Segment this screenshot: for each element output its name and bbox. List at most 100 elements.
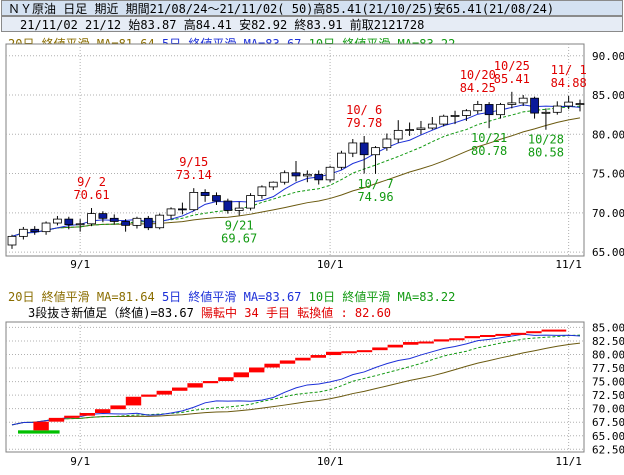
annotation-value: 69.67 [221,231,257,245]
renko-brick [372,347,388,351]
candle-body [541,111,551,114]
renko-value-label: 3段抜き新値足（終値)=83.67 [28,306,194,320]
candle [450,110,460,125]
candle-body [496,104,505,116]
candle [575,99,585,112]
candle-body [98,213,108,219]
candle [291,160,301,182]
annotation-date: 10/20 [460,68,496,82]
candle-body [439,115,449,125]
candle-body [382,138,392,149]
candle-body [337,152,346,168]
annotation-value: 74.96 [357,190,393,204]
candle-body [30,228,40,233]
candle-body [507,102,517,105]
candle-body [484,104,494,116]
annotation-date: 10/25 [494,59,530,73]
candle-body [268,181,278,188]
candle [109,214,119,225]
candle-body [473,104,483,112]
bottom-legend: 20日 終値平滑 MA=81.64 5日 終値平滑 MA=83.67 10日 終… [8,288,455,305]
renko-brick [403,342,419,345]
renko-y-tick: 75.00 [592,376,624,389]
renko-brick [79,413,95,416]
candle-body [41,222,51,233]
renko-brick [510,332,527,335]
renko-brick [233,372,249,378]
renko-brick [480,335,496,337]
candle-body [87,213,96,225]
renko-brick [464,336,480,339]
renko-brick [48,417,65,422]
candle [302,170,312,183]
candle [552,101,562,115]
candle-body [189,191,199,211]
candle [382,133,392,151]
candle [314,170,324,185]
candle [359,136,369,174]
annotation-date: 10/ 7 [357,177,393,191]
renko-status: 陽転中 [201,306,238,320]
candle-body [371,147,380,156]
candle [178,202,187,215]
renko-brick [187,383,203,388]
candle [564,95,574,110]
annotation-value: 70.61 [73,188,109,202]
candle-body [393,129,403,140]
renko-brick [156,390,172,395]
candle [223,198,233,214]
annotation-date: 10/ 6 [346,103,382,117]
candle [98,211,108,223]
renko-x-tick: 10/1 [317,455,344,468]
price-x-tick: 10/1 [317,258,344,271]
renko-brick [326,351,342,356]
candle [518,95,528,107]
price-panel-frame [5,43,585,257]
candle-body [518,97,528,104]
candle [439,114,449,127]
candle-body [155,214,165,229]
legend-ma5-lower: 5日 終値平滑 MA=83.67 [161,290,302,304]
candle-body [18,228,28,237]
ma10-line [11,105,581,237]
annotation-date: 9/ 2 [77,175,106,189]
candle-body [462,110,471,116]
renko-ma5-line [11,333,581,426]
candle [41,221,51,235]
price-x-tick: 9/1 [70,258,90,271]
candle-body [234,207,244,211]
candle [166,207,176,220]
candle [18,226,28,240]
price-y-tick: 70.00 [592,207,624,220]
annotation-value: 85.41 [494,72,530,86]
renko-count: 34 手目 [244,306,290,320]
renko-brick [341,351,357,354]
candle [337,150,346,170]
annotation-date: 9/21 [225,218,254,232]
annotation-value: 84.25 [460,81,496,95]
candle [541,108,551,130]
renko-brick [541,329,567,332]
candle [155,213,165,230]
candle [280,170,290,185]
candle-body [427,123,437,129]
candle-body [314,173,324,181]
candle [257,185,267,199]
candle [246,193,255,211]
candle-body [416,127,426,130]
renko-y-tick: 65.00 [592,430,624,443]
candle [64,216,74,230]
candle-body [257,186,267,196]
annotation-date: 11/ 1 [551,63,587,77]
candle-body [450,115,460,117]
renko-info: 3段抜き新値足（終値)=83.67 陽転中 34 手目 転換値 : 82.60 [28,304,391,321]
renko-y-tick: 77.50 [592,362,624,375]
annotation-value: 84.88 [551,76,587,90]
renko-x-tick: 9/1 [70,455,90,468]
candle [132,216,142,229]
candle [75,219,85,232]
renko-brick [356,350,373,353]
header-line-2: 21/11/02 21/12 始83.87 高84.41 安82.92 終83.… [1,16,623,32]
renko-brick [64,415,80,418]
renko-y-tick: 72.50 [592,389,624,402]
